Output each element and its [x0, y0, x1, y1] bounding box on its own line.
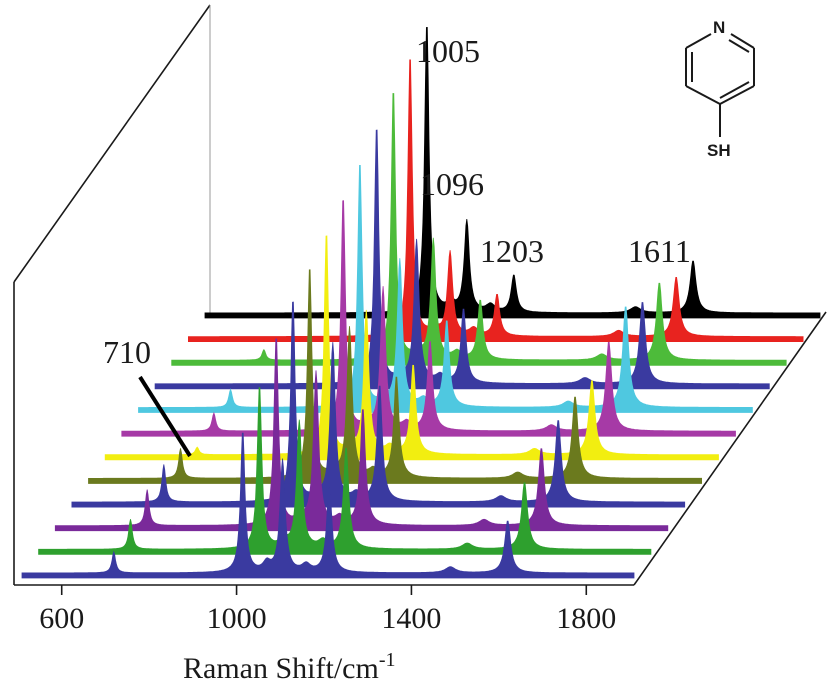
peak-annotations: 710 1005 1096 1203 1611 — [103, 33, 691, 458]
spectrum-8 — [138, 165, 753, 413]
bottom-right-diagonal — [633, 311, 827, 586]
spectrum-6 — [104, 235, 719, 461]
spectrum-5 — [88, 269, 702, 484]
x-axis-title: Raman Shift/cm-1 — [183, 649, 395, 685]
molecule-structure: N SH — [685, 18, 755, 160]
spectrum-4 — [71, 301, 686, 508]
peak-label-1005: 1005 — [416, 33, 480, 69]
spectrum-1 — [21, 432, 635, 579]
x-tick-label-1400: 1400 — [381, 602, 441, 635]
nitrogen-atom-label: N — [713, 18, 725, 37]
spectra-layer — [21, 26, 821, 579]
thiol-group-label: SH — [707, 141, 731, 160]
box-frame — [13, 4, 827, 586]
x-axis: 600 1000 1400 1800 Raman Shift/cm-1 — [14, 584, 634, 685]
x-tick-label-1800: 1800 — [556, 602, 616, 635]
peak-label-1611: 1611 — [628, 233, 691, 269]
x-axis-title-superscript: -1 — [379, 649, 396, 671]
spectrum-7 — [121, 200, 736, 437]
spectrum-2 — [38, 387, 652, 555]
x-tick-label-1000: 1000 — [207, 602, 267, 635]
x-ticks: 600 1000 1400 1800 — [39, 585, 616, 635]
top-left-diagonal — [13, 4, 211, 283]
peak-label-710: 710 — [103, 334, 151, 370]
peak-pointer-710 — [138, 375, 192, 458]
peak-label-1096: 1096 — [420, 166, 484, 202]
spectrum-10 — [171, 93, 787, 366]
spectrum-12 — [204, 26, 821, 319]
spectrum-3 — [54, 338, 669, 532]
peak-label-1203: 1203 — [480, 233, 544, 269]
spectrum-11 — [188, 59, 804, 342]
spectrum-9 — [154, 129, 770, 390]
x-tick-label-600: 600 — [39, 602, 84, 635]
